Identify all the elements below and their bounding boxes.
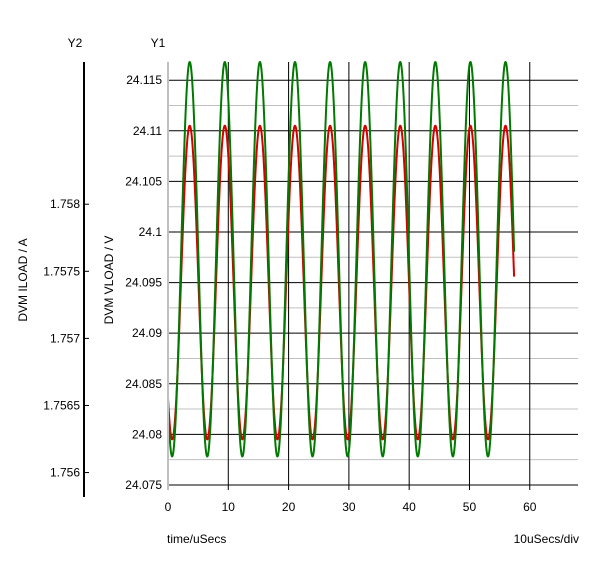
x-scale-label: 10uSecs/div (514, 532, 579, 546)
x-tick-label: 0 (165, 500, 172, 514)
y1-tick-label: 24.115 (126, 73, 162, 87)
y1-tick-label: 24.075 (125, 478, 162, 492)
y2-axis-label: DVM ILOAD / A (16, 238, 30, 321)
y2-tick-label: 1.7575 (43, 264, 80, 278)
y2-tick-label: 1.7565 (43, 398, 80, 412)
y1-tick-label: 24.1 (139, 225, 163, 239)
axes-layer: 24.075 24.08 24.085 24.09 24.095 24.1 24.105 24… (43, 62, 537, 514)
y1-tick-label: 24.09 (132, 326, 162, 340)
y1-tick-label: 24.095 (125, 276, 162, 290)
y1-axis-label: DVM VLOAD / V (102, 236, 116, 325)
y1-header: Y1 (151, 36, 166, 50)
y1-tick-label: 24.11 (133, 124, 162, 138)
series-line-y2 (167, 61, 516, 458)
y2-tick-label: 1.757 (50, 331, 80, 345)
y2-header: Y2 (68, 36, 83, 50)
y2-tick-label: 1.758 (50, 197, 80, 211)
x-tick-label: 20 (282, 500, 296, 514)
y2-tick-label: 1.756 (50, 466, 80, 480)
series-layer (167, 61, 516, 458)
x-tick-label: 60 (523, 500, 537, 514)
x-axis-label: time/uSecs (167, 532, 226, 546)
y1-tick-label: 24.085 (125, 377, 162, 391)
x-tick-label: 50 (463, 500, 477, 514)
y1-tick-label: 24.105 (125, 174, 162, 188)
x-tick-label: 10 (222, 500, 236, 514)
x-tick-label: 40 (402, 500, 416, 514)
x-tick-label: 30 (342, 500, 356, 514)
y1-tick-label: 24.08 (132, 427, 162, 441)
